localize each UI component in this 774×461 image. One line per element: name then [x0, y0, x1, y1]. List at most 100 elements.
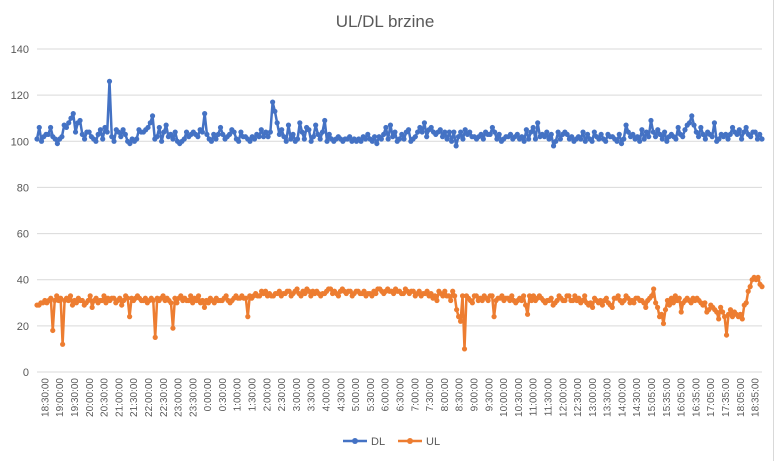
data-point-dl: [163, 122, 169, 128]
data-point-ul: [85, 297, 91, 304]
data-point-ul: [452, 293, 458, 299]
x-tick-label: 7:30:00: [425, 378, 436, 412]
data-point-dl: [496, 131, 502, 137]
data-point-dl: [238, 129, 244, 135]
data-point-dl: [569, 134, 575, 140]
data-point-dl: [396, 136, 403, 142]
data-point-dl: [95, 131, 101, 137]
data-point-ul: [58, 295, 64, 301]
data-point-dl: [453, 143, 459, 149]
data-point-dl: [77, 117, 83, 124]
data-point-ul: [48, 295, 54, 301]
data-point-dl: [489, 124, 495, 131]
data-point-ul: [152, 334, 158, 340]
x-tick-label: 11:00:00: [529, 378, 540, 417]
data-point-ul: [60, 341, 66, 347]
plot-series: [34, 78, 765, 352]
data-point-ul: [729, 314, 736, 320]
data-point-ul: [335, 293, 342, 299]
data-point-dl: [582, 138, 588, 144]
data-point-dl: [580, 129, 586, 135]
data-point-dl: [195, 134, 201, 140]
data-point-dl: [54, 140, 60, 147]
data-point-dl: [603, 138, 609, 144]
data-point-ul: [454, 307, 460, 313]
data-point-ul: [519, 297, 525, 304]
data-point-dl: [519, 134, 525, 140]
data-point-ul: [199, 297, 206, 304]
data-point-ul: [572, 293, 578, 299]
y-tick-label: 140: [11, 44, 29, 56]
legend-swatch-marker: [407, 438, 413, 444]
data-point-dl: [120, 127, 126, 133]
x-tick-label: 2:00:00: [262, 378, 273, 412]
data-point-dl: [213, 136, 219, 142]
data-point-ul: [432, 293, 438, 299]
x-tick-label: 7:00:00: [410, 378, 421, 412]
data-point-dl: [748, 134, 754, 140]
data-point-dl: [736, 127, 742, 133]
data-point-dl: [532, 136, 539, 142]
x-tick-label: 10:30:00: [514, 378, 525, 417]
data-point-dl: [630, 131, 636, 137]
data-point-ul: [739, 316, 745, 322]
data-point-dl: [646, 134, 652, 140]
data-point-ul: [524, 311, 531, 317]
data-point-dl: [387, 122, 394, 128]
x-tick-label: 6:30:00: [396, 378, 407, 412]
data-point-dl: [172, 129, 178, 135]
data-point-ul: [89, 304, 95, 310]
data-point-ul: [491, 314, 497, 320]
data-point-ul: [178, 293, 184, 299]
data-point-ul: [111, 295, 117, 301]
data-point-dl: [591, 129, 597, 135]
data-point-dl: [548, 131, 554, 137]
data-point-ul: [308, 293, 314, 299]
data-point-dl: [236, 138, 242, 144]
data-point-ul: [361, 288, 367, 294]
data-point-dl: [417, 124, 423, 131]
data-point-dl: [324, 138, 330, 144]
data-point-ul: [485, 297, 491, 304]
data-point-ul: [473, 293, 479, 299]
data-point-ul: [461, 346, 468, 352]
data-point-ul: [69, 302, 76, 308]
x-tick-label: 8:30:00: [455, 378, 466, 412]
data-point-dl: [220, 131, 226, 137]
legend-label: DL: [371, 436, 385, 448]
data-point-dl: [442, 129, 448, 135]
data-point-ul: [99, 297, 105, 304]
data-point-ul: [195, 293, 202, 299]
data-point-ul: [257, 293, 263, 299]
data-point-ul: [170, 325, 176, 331]
data-point-ul: [205, 300, 211, 306]
data-point-dl: [301, 136, 307, 142]
data-point-ul: [469, 300, 475, 306]
data-point-dl: [550, 143, 557, 149]
data-point-dl: [596, 136, 602, 142]
data-point-dl: [725, 136, 731, 142]
data-point-ul: [649, 293, 655, 299]
data-point-dl: [211, 131, 217, 137]
data-point-ul: [150, 297, 156, 304]
data-point-ul: [459, 293, 466, 299]
data-point-ul: [117, 295, 123, 301]
data-point-dl: [358, 138, 364, 144]
data-point-dl: [618, 140, 625, 147]
data-point-ul: [759, 284, 765, 290]
data-point-ul: [446, 293, 452, 299]
x-tick-label: 16:35:00: [691, 378, 702, 417]
data-point-dl: [270, 99, 276, 105]
data-point-dl: [616, 131, 622, 137]
data-point-dl: [315, 131, 321, 137]
data-point-dl: [709, 134, 715, 140]
data-point-ul: [672, 293, 678, 299]
data-point-dl: [564, 131, 570, 137]
data-point-dl: [378, 136, 384, 142]
data-point-ul: [668, 295, 674, 301]
data-point-dl: [308, 138, 314, 144]
data-point-ul: [400, 290, 407, 297]
data-point-ul: [424, 288, 430, 294]
data-point-dl: [639, 127, 645, 133]
